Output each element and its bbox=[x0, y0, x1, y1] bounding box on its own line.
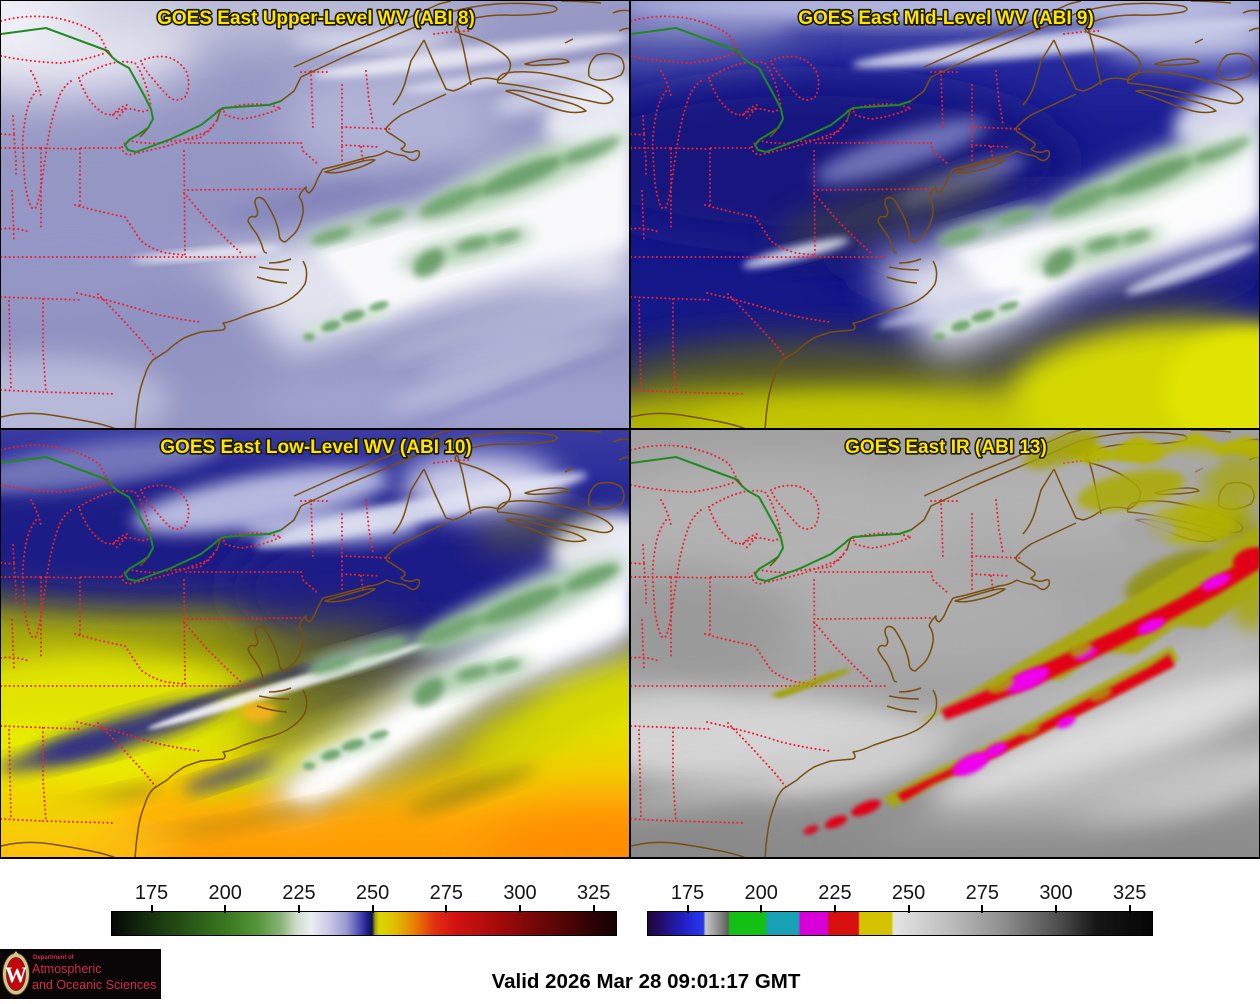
svg-text:GOES East Low-Level WV (ABI 10: GOES East Low-Level WV (ABI 10) bbox=[160, 437, 471, 458]
svg-text:and Oceanic Sciences: and Oceanic Sciences bbox=[32, 978, 156, 992]
svg-text:GOES East IR (ABI 13): GOES East IR (ABI 13) bbox=[845, 437, 1047, 458]
svg-text:Department of: Department of bbox=[33, 955, 75, 961]
svg-text:Atmospheric: Atmospheric bbox=[32, 962, 101, 976]
svg-text:GOES East Upper-Level WV (ABI: GOES East Upper-Level WV (ABI 8) bbox=[157, 8, 475, 29]
svg-text:W: W bbox=[5, 962, 27, 987]
svg-text:GOES East Mid-Level WV (ABI 9): GOES East Mid-Level WV (ABI 9) bbox=[798, 8, 1094, 29]
